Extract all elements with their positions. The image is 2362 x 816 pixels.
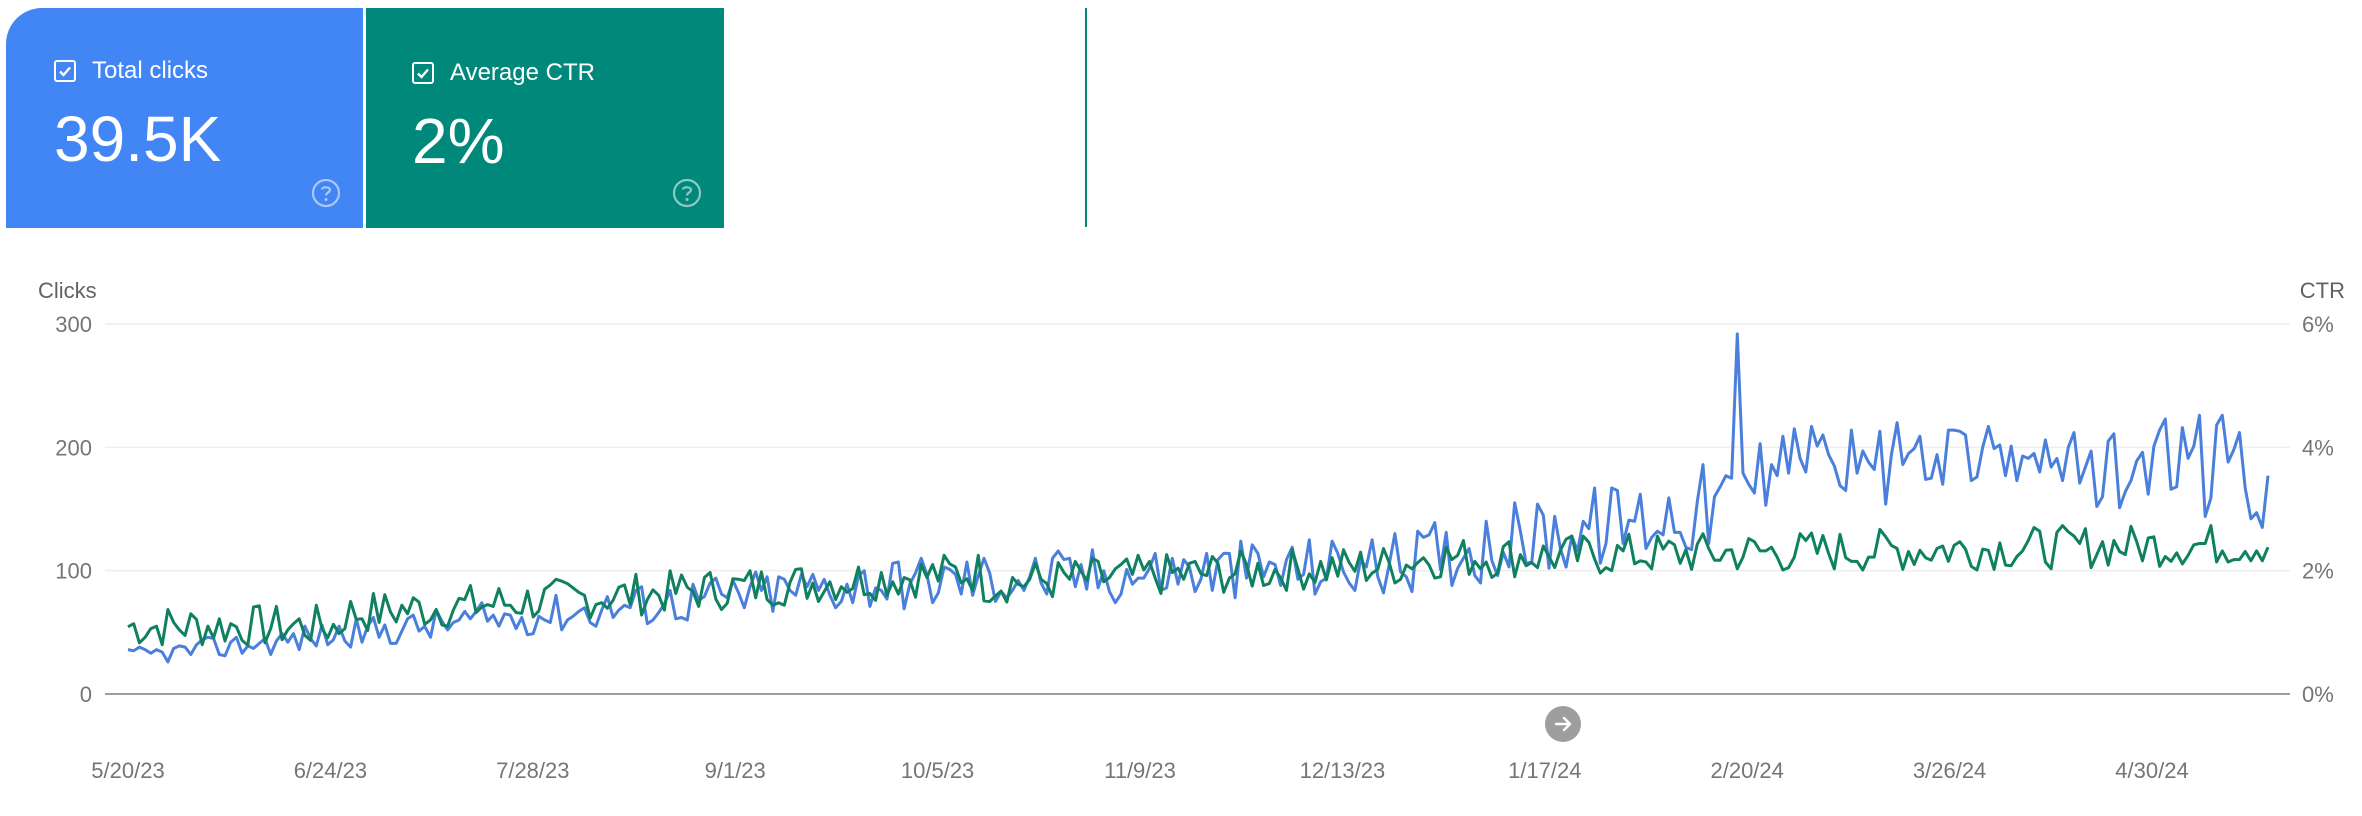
help-circle-icon[interactable] [311,178,341,208]
x-tick-label: 7/28/23 [496,758,569,783]
average-ctr-value: 2% [412,105,505,177]
total-clicks-value: 39.5K [54,103,222,175]
divider-line [1085,8,1087,227]
total-clicks-header: Total clicks [54,58,208,84]
help-circle-icon[interactable] [672,178,702,208]
checkbox-checked-icon[interactable] [54,60,76,82]
axis-layer: 300 200 100 0 6% 4% 2% 0% 5/20/23 6/24/23 7/28/23 9… [55,312,2334,783]
y-left-tick-label: 100 [55,559,92,584]
average-ctr-header: Average CTR [412,60,595,86]
y-axis-right-title: CTR [2300,278,2345,303]
x-tick-label: 3/26/24 [1913,758,1986,783]
total-clicks-label: Total clicks [92,57,209,84]
x-tick-label: 11/9/23 [1104,758,1176,783]
y-right-tick-label: 0% [2302,682,2334,707]
y-left-tick-label: 200 [55,435,92,460]
total-clicks-series-line [127,332,2270,664]
x-tick-label: 4/30/24 [2115,758,2188,783]
average-ctr-label: Average CTR [450,59,595,86]
y-right-tick-label: 6% [2302,312,2334,337]
average-ctr-series-line [127,524,2270,647]
x-tick-label: 1/17/24 [1508,758,1581,783]
y-right-tick-label: 4% [2302,435,2334,460]
y-right-tick-label: 2% [2302,559,2334,584]
average-ctr-card[interactable]: Average CTR 2% [366,8,724,228]
grid-layer [105,323,2290,572]
series-layer [127,332,2270,664]
y-left-tick-label: 0 [80,682,92,707]
x-tick-label: 6/24/23 [294,758,367,783]
checkbox-checked-icon[interactable] [412,62,434,84]
y-left-tick-label: 300 [55,312,92,337]
total-clicks-card[interactable]: Total clicks 39.5K [6,8,363,228]
x-tick-label: 12/13/23 [1300,758,1386,783]
y-axis-left-title: Clicks [38,278,97,303]
x-tick-label: 10/5/23 [901,758,974,783]
x-tick-label: 5/20/23 [91,758,164,783]
x-tick-label: 2/20/24 [1710,758,1783,783]
x-tick-label: 9/1/23 [705,758,766,783]
arrow-right-circle-icon[interactable] [1545,706,1581,742]
